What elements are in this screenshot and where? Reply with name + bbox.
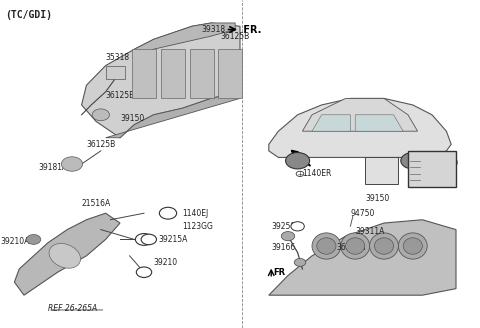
Text: 39166: 39166: [271, 243, 296, 252]
Polygon shape: [82, 23, 240, 138]
Text: 35318: 35318: [106, 53, 130, 62]
Ellipse shape: [403, 238, 422, 254]
Text: 39150: 39150: [366, 194, 390, 202]
Text: (TC/GDI): (TC/GDI): [5, 10, 52, 20]
Text: REF 26-265A: REF 26-265A: [48, 304, 97, 313]
Text: 36125B: 36125B: [86, 140, 116, 149]
Circle shape: [291, 222, 304, 231]
Ellipse shape: [370, 233, 398, 259]
Polygon shape: [302, 98, 418, 131]
Text: 1140EJ: 1140EJ: [182, 209, 209, 218]
Text: FR.: FR.: [240, 25, 262, 34]
Circle shape: [141, 234, 156, 245]
Text: 39210A: 39210A: [0, 236, 29, 246]
Bar: [132, 49, 156, 98]
Ellipse shape: [312, 233, 341, 259]
Ellipse shape: [49, 243, 81, 268]
Ellipse shape: [346, 238, 365, 254]
Bar: [161, 49, 185, 98]
Bar: [365, 157, 398, 184]
Bar: [106, 66, 125, 79]
Text: 39181A: 39181A: [38, 163, 68, 172]
Polygon shape: [106, 92, 240, 138]
Text: 39110: 39110: [434, 159, 458, 169]
Polygon shape: [312, 115, 350, 131]
Text: 36125B: 36125B: [106, 91, 135, 100]
Circle shape: [26, 235, 41, 244]
Circle shape: [61, 157, 83, 171]
Ellipse shape: [341, 233, 370, 259]
Ellipse shape: [317, 238, 336, 254]
Circle shape: [286, 153, 310, 169]
Text: 39210: 39210: [154, 258, 178, 267]
Polygon shape: [134, 23, 235, 59]
Circle shape: [92, 109, 109, 121]
Ellipse shape: [398, 233, 427, 259]
Polygon shape: [269, 98, 451, 157]
Polygon shape: [269, 220, 456, 295]
Text: 39311A: 39311A: [355, 227, 384, 236]
Circle shape: [296, 171, 304, 176]
Ellipse shape: [374, 238, 394, 254]
Polygon shape: [14, 213, 120, 295]
Bar: [408, 151, 456, 187]
Circle shape: [136, 267, 152, 277]
Text: 21516A: 21516A: [82, 199, 111, 208]
Circle shape: [294, 258, 306, 266]
Text: B: B: [142, 237, 146, 242]
Bar: [190, 49, 214, 98]
Text: 39250: 39250: [271, 222, 296, 231]
Text: A: A: [147, 237, 151, 242]
Bar: [218, 49, 242, 98]
Text: 36220A: 36220A: [336, 243, 365, 252]
Circle shape: [281, 232, 295, 241]
Text: 39150: 39150: [120, 113, 144, 123]
Text: B: B: [166, 211, 170, 216]
Text: 94750: 94750: [350, 209, 375, 218]
Text: 1140ER: 1140ER: [302, 169, 332, 178]
Circle shape: [135, 234, 153, 245]
Text: 1123GG: 1123GG: [182, 222, 213, 231]
Circle shape: [159, 207, 177, 219]
Text: 39318: 39318: [202, 26, 226, 34]
Text: 36125B: 36125B: [221, 32, 250, 41]
Polygon shape: [355, 115, 403, 131]
Circle shape: [401, 153, 425, 169]
Text: 39215A: 39215A: [158, 235, 188, 244]
Text: FR: FR: [274, 268, 286, 277]
Text: A: A: [142, 270, 146, 275]
Text: B: B: [296, 224, 300, 229]
